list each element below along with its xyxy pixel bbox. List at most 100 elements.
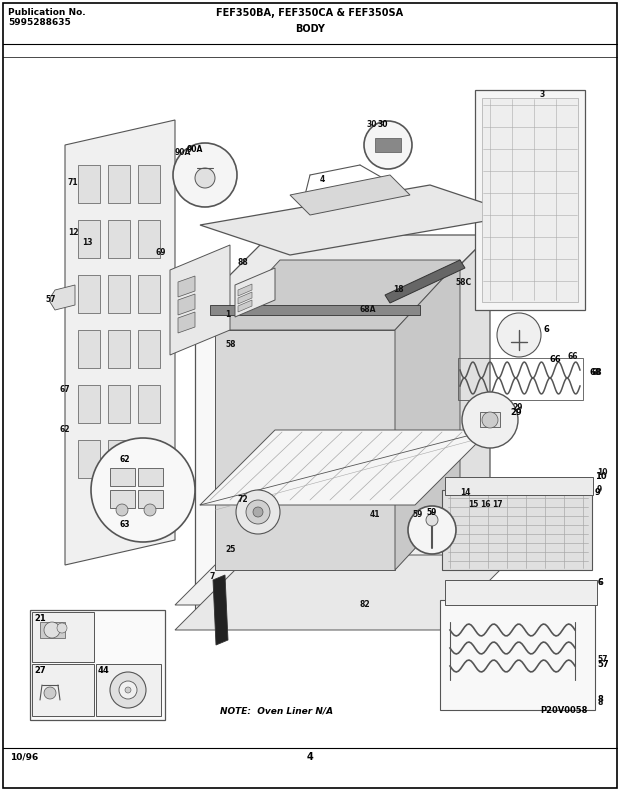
Text: 69: 69 <box>155 248 166 257</box>
Bar <box>138 440 160 478</box>
Polygon shape <box>40 622 65 638</box>
Polygon shape <box>178 312 195 333</box>
Text: 30: 30 <box>367 120 378 129</box>
Bar <box>445 580 597 605</box>
Bar <box>480 412 500 427</box>
Text: 9: 9 <box>597 485 602 494</box>
Circle shape <box>119 681 137 699</box>
Polygon shape <box>195 515 490 590</box>
Bar <box>138 220 160 258</box>
Polygon shape <box>415 235 490 590</box>
Bar <box>108 385 130 423</box>
Polygon shape <box>215 330 395 570</box>
Text: 3: 3 <box>540 90 545 99</box>
Bar <box>482 98 578 302</box>
Bar <box>32 612 94 662</box>
Text: 68A: 68A <box>360 305 376 314</box>
Bar <box>138 275 160 313</box>
Text: 58C: 58C <box>455 278 471 287</box>
Text: 57: 57 <box>597 655 608 664</box>
Text: 30: 30 <box>378 120 389 129</box>
Text: 29: 29 <box>512 403 523 412</box>
Circle shape <box>482 412 498 428</box>
Polygon shape <box>213 575 228 645</box>
Polygon shape <box>178 294 195 315</box>
Text: 58: 58 <box>225 340 236 349</box>
Bar <box>30 610 165 720</box>
Polygon shape <box>235 268 275 317</box>
Text: 27: 27 <box>34 666 46 675</box>
Polygon shape <box>210 305 420 315</box>
Circle shape <box>246 500 270 524</box>
Text: P20V0058: P20V0058 <box>540 706 587 715</box>
Bar <box>458 358 583 400</box>
Polygon shape <box>170 245 230 355</box>
Text: 68: 68 <box>591 368 601 377</box>
Text: 13: 13 <box>82 238 92 247</box>
Text: 6: 6 <box>543 325 549 334</box>
Text: 71: 71 <box>67 178 78 187</box>
Text: 10: 10 <box>595 472 606 481</box>
Circle shape <box>497 313 541 357</box>
Text: 18: 18 <box>393 285 404 294</box>
Bar <box>138 490 163 508</box>
Text: 1: 1 <box>225 310 230 319</box>
Bar <box>78 440 100 478</box>
Polygon shape <box>195 310 415 590</box>
Text: 8: 8 <box>597 698 603 707</box>
Polygon shape <box>200 185 520 255</box>
Text: 9: 9 <box>595 488 601 497</box>
Text: 14: 14 <box>460 488 471 497</box>
Text: 44: 44 <box>98 666 110 675</box>
Text: 16: 16 <box>480 500 490 509</box>
Circle shape <box>173 143 237 207</box>
Text: 6: 6 <box>597 578 602 587</box>
Text: 66: 66 <box>568 352 578 361</box>
Bar <box>108 275 130 313</box>
Polygon shape <box>195 235 490 310</box>
Bar <box>138 385 160 423</box>
Text: 7: 7 <box>210 572 215 581</box>
Text: 4: 4 <box>307 752 313 762</box>
Bar <box>138 165 160 203</box>
Text: 15: 15 <box>468 500 479 509</box>
Circle shape <box>195 168 215 188</box>
Polygon shape <box>290 175 410 215</box>
Text: 21: 21 <box>34 614 46 623</box>
Bar <box>138 330 160 368</box>
Circle shape <box>144 504 156 516</box>
Polygon shape <box>385 260 465 303</box>
Circle shape <box>236 490 280 534</box>
Text: 67: 67 <box>60 385 71 394</box>
Polygon shape <box>195 590 415 620</box>
Text: 57: 57 <box>597 660 609 669</box>
Circle shape <box>57 623 67 633</box>
Text: 90A: 90A <box>175 148 192 157</box>
Text: 59: 59 <box>427 508 437 517</box>
Text: 82: 82 <box>360 600 371 609</box>
Text: 8: 8 <box>597 695 603 704</box>
Bar <box>78 275 100 313</box>
Text: 62: 62 <box>120 455 130 464</box>
Text: 63: 63 <box>120 520 130 529</box>
Polygon shape <box>238 284 252 296</box>
Circle shape <box>253 507 263 517</box>
Bar <box>138 468 163 486</box>
Circle shape <box>426 514 438 526</box>
Polygon shape <box>238 300 252 312</box>
Polygon shape <box>200 430 490 505</box>
Text: 17: 17 <box>492 500 503 509</box>
Text: 12: 12 <box>68 228 79 237</box>
Text: 10: 10 <box>597 468 608 477</box>
Circle shape <box>91 438 195 542</box>
Bar <box>78 330 100 368</box>
Bar <box>440 600 595 710</box>
Text: 41: 41 <box>370 510 381 519</box>
Text: 72: 72 <box>237 495 247 504</box>
Circle shape <box>116 504 128 516</box>
Bar <box>108 330 130 368</box>
Polygon shape <box>178 276 195 297</box>
Polygon shape <box>175 555 515 630</box>
Text: 88: 88 <box>237 258 248 267</box>
Bar <box>108 165 130 203</box>
